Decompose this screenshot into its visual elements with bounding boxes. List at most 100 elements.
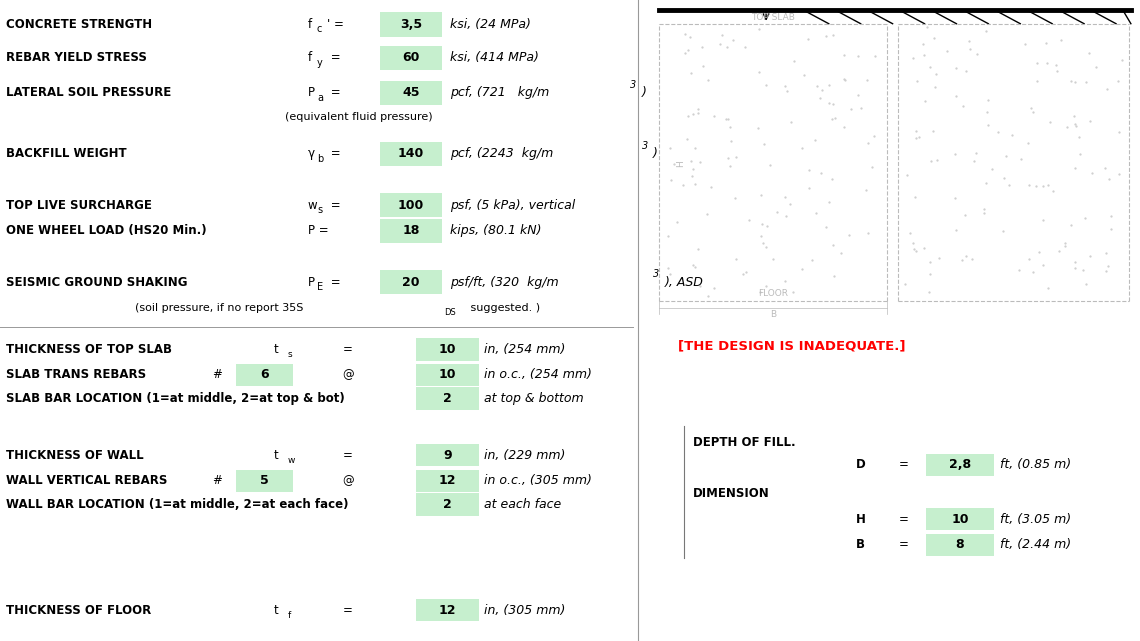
FancyBboxPatch shape <box>416 387 479 410</box>
Text: #: # <box>212 369 221 381</box>
Text: LATERAL SOIL PRESSURE: LATERAL SOIL PRESSURE <box>6 87 171 99</box>
Text: =: = <box>327 51 341 64</box>
Text: SLAB TRANS REBARS: SLAB TRANS REBARS <box>6 369 146 381</box>
FancyBboxPatch shape <box>416 470 479 492</box>
Text: psf, (5 kPa), vertical: psf, (5 kPa), vertical <box>450 199 576 212</box>
Text: 5: 5 <box>260 474 269 487</box>
FancyBboxPatch shape <box>380 142 442 166</box>
Text: =: = <box>899 513 909 526</box>
Text: psf/ft, (320  kg/m: psf/ft, (320 kg/m <box>450 276 559 288</box>
Text: pcf, (2243  kg/m: pcf, (2243 kg/m <box>450 147 554 160</box>
Text: in o.c., (305 mm): in o.c., (305 mm) <box>484 474 593 487</box>
Text: t: t <box>274 449 278 462</box>
Text: E: E <box>317 282 323 292</box>
Text: P: P <box>308 276 315 288</box>
Text: s: s <box>317 205 321 215</box>
Text: y: y <box>317 58 323 68</box>
Text: in, (305 mm): in, (305 mm) <box>484 604 565 617</box>
Text: 140: 140 <box>398 147 424 160</box>
Text: 2: 2 <box>443 498 451 511</box>
FancyBboxPatch shape <box>380 81 442 105</box>
FancyBboxPatch shape <box>236 470 293 492</box>
Text: 2: 2 <box>443 392 451 405</box>
FancyBboxPatch shape <box>380 219 442 243</box>
Text: B: B <box>770 310 776 319</box>
FancyBboxPatch shape <box>236 364 293 386</box>
Text: ): ) <box>653 147 658 160</box>
Text: =: = <box>327 276 341 288</box>
Text: s: s <box>287 350 292 359</box>
Text: P =: P = <box>308 224 328 237</box>
Text: D: D <box>856 458 865 471</box>
Text: ft, (3.05 m): ft, (3.05 m) <box>1000 513 1070 526</box>
Text: 45: 45 <box>402 87 420 99</box>
Text: DIMENSION: DIMENSION <box>693 487 770 500</box>
Text: P: P <box>308 87 315 99</box>
Text: ksi, (24 MPa): ksi, (24 MPa) <box>450 18 531 31</box>
Text: kips, (80.1 kN): kips, (80.1 kN) <box>450 224 542 237</box>
Text: 9: 9 <box>443 449 451 462</box>
Text: 3: 3 <box>642 141 648 151</box>
Text: TOP SLAB: TOP SLAB <box>751 13 795 22</box>
Text: in, (254 mm): in, (254 mm) <box>484 343 565 356</box>
Text: WALL BAR LOCATION (1=at middle, 2=at each face): WALL BAR LOCATION (1=at middle, 2=at eac… <box>6 498 348 511</box>
Text: b: b <box>317 154 323 164</box>
Text: [THE DESIGN IS INADEQUATE.]: [THE DESIGN IS INADEQUATE.] <box>678 340 906 353</box>
Text: f: f <box>287 611 291 620</box>
Text: f: f <box>308 18 312 31</box>
Text: in, (229 mm): in, (229 mm) <box>484 449 565 462</box>
Text: BACKFILL WEIGHT: BACKFILL WEIGHT <box>6 147 127 160</box>
Text: =: = <box>327 147 341 160</box>
Text: 3: 3 <box>630 80 636 90</box>
FancyBboxPatch shape <box>380 12 442 37</box>
Text: #: # <box>212 474 221 487</box>
Text: ): ) <box>642 87 646 99</box>
Text: ft, (0.85 m): ft, (0.85 m) <box>1000 458 1070 471</box>
Text: @: @ <box>342 474 353 487</box>
Text: at top & bottom: at top & bottom <box>484 392 584 405</box>
Text: 10: 10 <box>439 369 456 381</box>
FancyBboxPatch shape <box>380 46 442 70</box>
Text: 6: 6 <box>260 369 269 381</box>
Text: =: = <box>327 87 341 99</box>
Text: at each face: at each face <box>484 498 562 511</box>
Text: ), ASD: ), ASD <box>665 276 703 288</box>
Text: THICKNESS OF WALL: THICKNESS OF WALL <box>6 449 144 462</box>
Text: t: t <box>274 343 278 356</box>
Text: 18: 18 <box>402 224 420 237</box>
Text: 8: 8 <box>955 538 964 551</box>
Text: B: B <box>856 538 865 551</box>
Text: 10: 10 <box>951 513 969 526</box>
Text: 12: 12 <box>439 474 456 487</box>
Text: γ: γ <box>308 147 315 160</box>
FancyBboxPatch shape <box>926 454 994 476</box>
Text: DS: DS <box>445 308 456 317</box>
FancyBboxPatch shape <box>380 270 442 294</box>
Text: TOP LIVE SURCHARGE: TOP LIVE SURCHARGE <box>6 199 152 212</box>
Text: SEISMIC GROUND SHAKING: SEISMIC GROUND SHAKING <box>6 276 187 288</box>
Text: a: a <box>317 93 323 103</box>
Text: 60: 60 <box>402 51 420 64</box>
FancyBboxPatch shape <box>926 508 994 531</box>
Text: ' =: ' = <box>327 18 344 31</box>
Text: WALL VERTICAL REBARS: WALL VERTICAL REBARS <box>6 474 168 487</box>
FancyBboxPatch shape <box>416 599 479 622</box>
FancyBboxPatch shape <box>416 444 479 467</box>
FancyBboxPatch shape <box>380 193 442 217</box>
Text: t: t <box>274 604 278 617</box>
FancyBboxPatch shape <box>416 494 479 515</box>
Text: 12: 12 <box>439 604 456 617</box>
Text: =: = <box>343 449 352 462</box>
Text: THICKNESS OF FLOOR: THICKNESS OF FLOOR <box>6 604 150 617</box>
Text: c: c <box>317 24 323 35</box>
Text: DEPTH OF FILL.: DEPTH OF FILL. <box>693 436 796 449</box>
Text: SLAB BAR LOCATION (1=at middle, 2=at top & bot): SLAB BAR LOCATION (1=at middle, 2=at top… <box>6 392 344 405</box>
Text: 100: 100 <box>398 199 424 212</box>
Text: =: = <box>327 199 341 212</box>
FancyBboxPatch shape <box>926 533 994 556</box>
Text: 2,8: 2,8 <box>948 458 971 471</box>
Text: H: H <box>676 160 685 167</box>
FancyBboxPatch shape <box>416 338 479 360</box>
Text: 20: 20 <box>402 276 420 288</box>
FancyBboxPatch shape <box>416 364 479 386</box>
